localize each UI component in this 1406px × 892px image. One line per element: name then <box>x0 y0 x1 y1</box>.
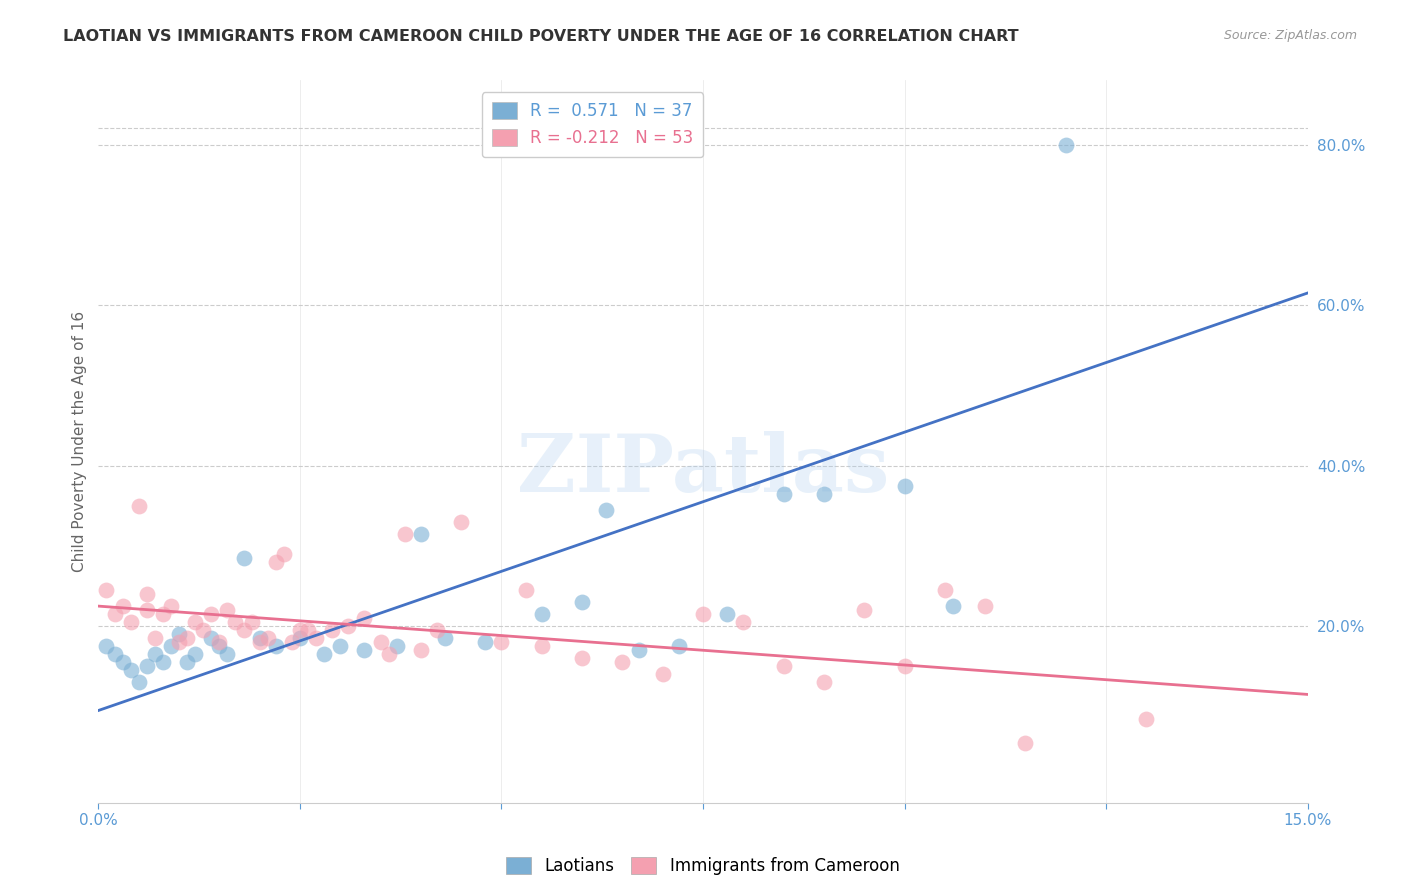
Point <box>120 664 142 678</box>
Point <box>160 599 183 614</box>
Point <box>377 648 399 662</box>
Point <box>305 632 328 646</box>
Point <box>530 639 553 653</box>
Y-axis label: Child Poverty Under the Age of 16: Child Poverty Under the Age of 16 <box>72 311 87 572</box>
Point <box>143 648 166 662</box>
Point <box>893 478 915 492</box>
Point <box>135 603 157 617</box>
Point <box>595 502 617 516</box>
Point <box>426 623 449 637</box>
Point <box>329 639 352 653</box>
Point <box>934 583 956 598</box>
Point <box>184 648 207 662</box>
Point <box>176 655 198 669</box>
Point <box>264 639 287 653</box>
Point <box>571 651 593 665</box>
Point <box>96 583 118 598</box>
Point <box>692 607 714 621</box>
Point <box>571 595 593 609</box>
Point <box>217 648 239 662</box>
Point <box>385 639 408 653</box>
Point <box>111 599 134 614</box>
Point <box>264 555 287 569</box>
Point <box>232 623 254 637</box>
Point <box>733 615 755 630</box>
Text: Source: ZipAtlas.com: Source: ZipAtlas.com <box>1223 29 1357 42</box>
Legend: Laotians, Immigrants from Cameroon: Laotians, Immigrants from Cameroon <box>499 850 907 882</box>
Point <box>370 635 392 649</box>
Point <box>135 659 157 673</box>
Point <box>409 643 432 657</box>
Point <box>193 623 215 637</box>
Point <box>651 667 673 681</box>
Point <box>337 619 360 633</box>
Point <box>143 632 166 646</box>
Point <box>1135 712 1157 726</box>
Point <box>530 607 553 621</box>
Point <box>627 643 650 657</box>
Point <box>772 659 794 673</box>
Point <box>224 615 246 630</box>
Point <box>893 659 915 673</box>
Point <box>273 547 295 561</box>
Point <box>353 611 375 625</box>
Point <box>314 648 336 662</box>
Point <box>200 607 222 621</box>
Point <box>135 587 157 601</box>
Point <box>103 607 125 621</box>
Point <box>128 499 150 513</box>
Point <box>167 635 190 649</box>
Point <box>120 615 142 630</box>
Point <box>288 623 311 637</box>
Point <box>974 599 997 614</box>
Point <box>353 643 375 657</box>
Point <box>612 655 634 669</box>
Point <box>167 627 190 641</box>
Point <box>716 607 738 621</box>
Point <box>152 607 174 621</box>
Point <box>152 655 174 669</box>
Point <box>240 615 263 630</box>
Point <box>474 635 496 649</box>
Point <box>249 635 271 649</box>
Legend: R =  0.571   N = 37, R = -0.212   N = 53: R = 0.571 N = 37, R = -0.212 N = 53 <box>482 92 703 157</box>
Point <box>103 648 125 662</box>
Point <box>772 487 794 501</box>
Point <box>208 639 231 653</box>
Point <box>1054 137 1077 152</box>
Point <box>184 615 207 630</box>
Point <box>281 635 304 649</box>
Point <box>515 583 537 598</box>
Point <box>217 603 239 617</box>
Point <box>942 599 965 614</box>
Text: ZIPatlas: ZIPatlas <box>517 432 889 509</box>
Point <box>450 515 472 529</box>
Point <box>1014 735 1036 749</box>
Point <box>96 639 118 653</box>
Point <box>232 551 254 566</box>
Point <box>256 632 278 646</box>
Point <box>111 655 134 669</box>
Point <box>200 632 222 646</box>
Point <box>409 526 432 541</box>
Point <box>853 603 876 617</box>
Point <box>128 675 150 690</box>
Point <box>668 639 690 653</box>
Point <box>297 623 319 637</box>
Point <box>288 632 311 646</box>
Point <box>813 675 835 690</box>
Point <box>434 632 457 646</box>
Point <box>394 526 416 541</box>
Point <box>208 635 231 649</box>
Point <box>321 623 343 637</box>
Point <box>491 635 513 649</box>
Point <box>160 639 183 653</box>
Text: LAOTIAN VS IMMIGRANTS FROM CAMEROON CHILD POVERTY UNDER THE AGE OF 16 CORRELATIO: LAOTIAN VS IMMIGRANTS FROM CAMEROON CHIL… <box>63 29 1019 44</box>
Point <box>249 632 271 646</box>
Point <box>813 487 835 501</box>
Point <box>176 632 198 646</box>
